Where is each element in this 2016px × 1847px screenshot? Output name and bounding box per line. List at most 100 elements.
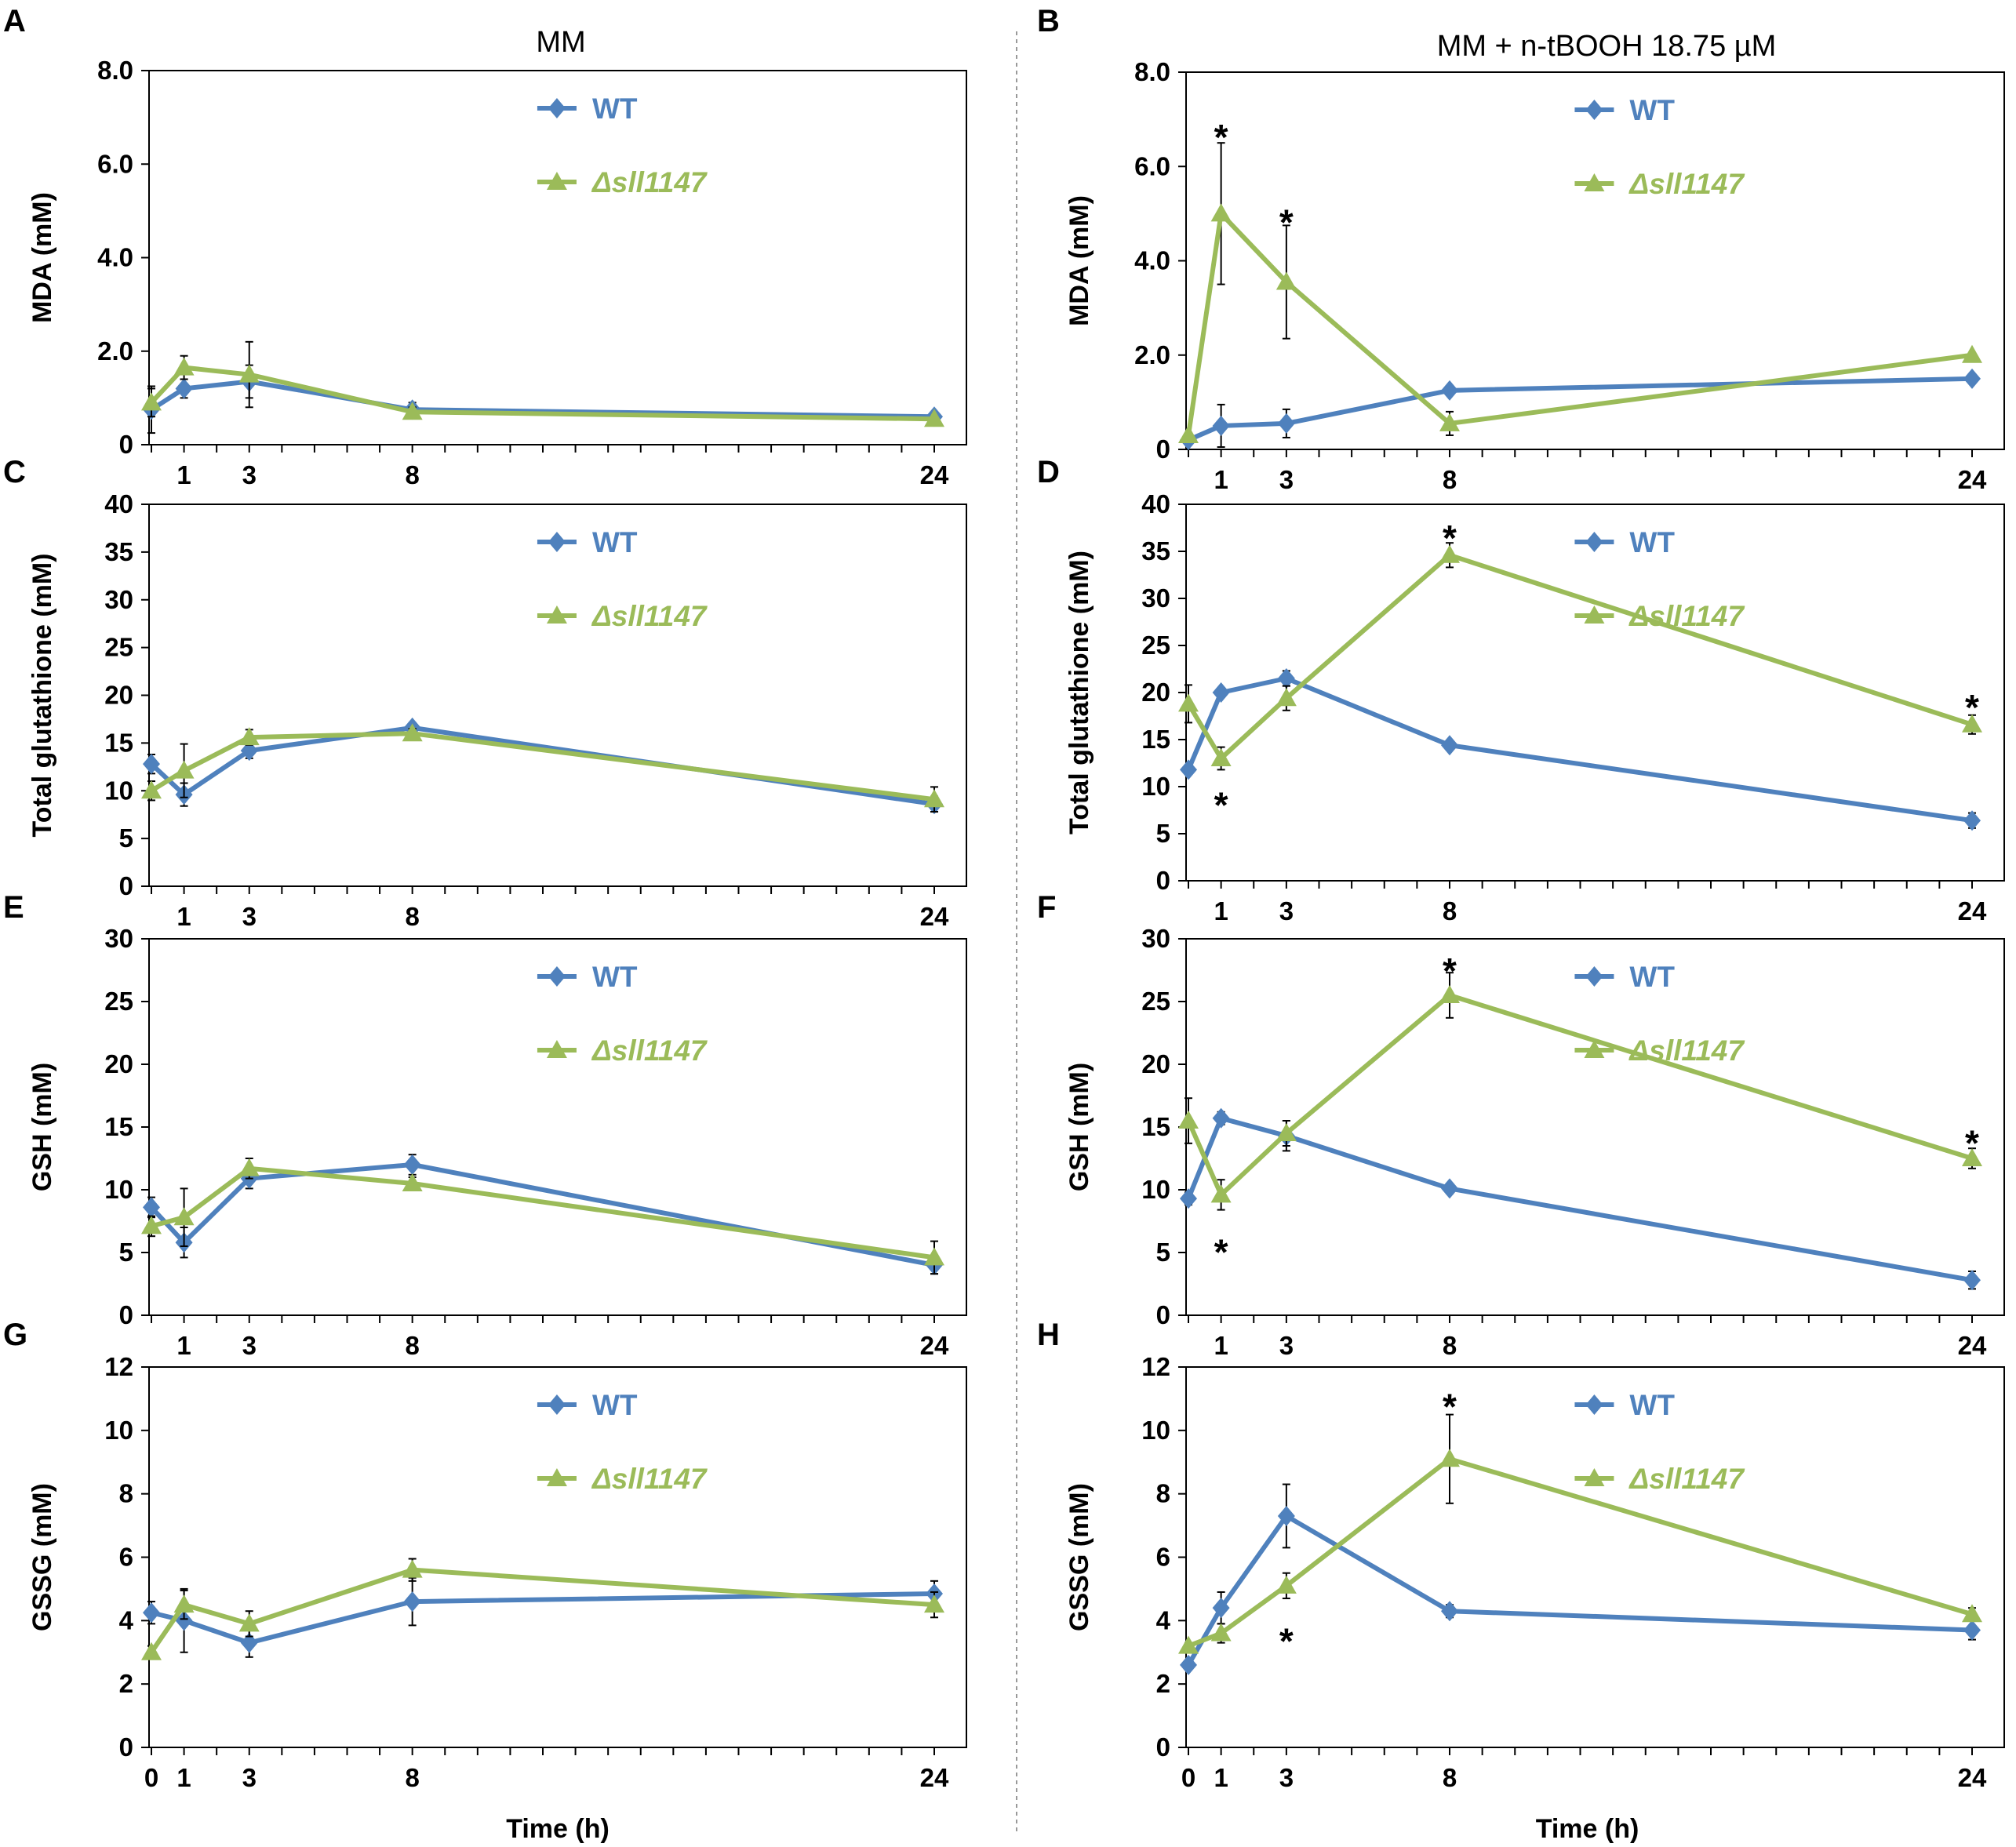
legend-marker [546, 1040, 567, 1058]
legend-label: Δsll1147 [591, 600, 708, 632]
y-tick-label: 25 [104, 987, 133, 1016]
significance-star: * [1214, 117, 1228, 158]
y-tick-label: 20 [104, 1049, 133, 1078]
legend-marker [546, 1468, 567, 1486]
data-point [1963, 810, 1981, 831]
legend-marker [1584, 605, 1605, 624]
legend-marker [1585, 1394, 1603, 1415]
legend-item-mutant: Δsll1147 [1574, 600, 1745, 632]
legend-item-mutant: Δsll1147 [1574, 168, 1745, 200]
x-tick-label: 1 [176, 902, 191, 931]
legend: WT Δsll1147 [1574, 961, 1745, 1067]
series-mutant [1178, 1413, 1982, 1654]
data-point [1441, 1178, 1458, 1199]
y-axis-title: GSSG (mM) [27, 1483, 57, 1631]
series-wt [1180, 1107, 1981, 1291]
y-tick-label: 15 [1141, 725, 1170, 754]
y-tick-label: 35 [1141, 536, 1170, 565]
y-tick-label: 5 [1156, 819, 1170, 848]
data-point [1441, 735, 1458, 756]
legend-marker [1585, 100, 1603, 120]
panel-letter-g: G [3, 1318, 27, 1352]
y-tick-label: 0 [1156, 866, 1170, 895]
x-tick-label: 8 [1443, 896, 1457, 925]
legend-item-wt: WT [537, 1389, 638, 1421]
series-line [149, 1162, 935, 1267]
y-tick-label: 0 [119, 871, 133, 900]
data-point [1275, 688, 1297, 707]
data-point [173, 357, 195, 376]
x-tick-label: 24 [1958, 465, 1987, 494]
series-mutant [1178, 972, 1982, 1211]
data-point [175, 378, 193, 399]
significance-star: * [1965, 1122, 1979, 1163]
y-tick-label: 0 [119, 1732, 133, 1762]
legend-marker [1584, 173, 1605, 191]
plot-frame [1185, 1366, 2005, 1748]
legend-item-wt: WT [537, 526, 638, 558]
x-tick-label: 0 [144, 1763, 158, 1792]
data-point [1178, 1635, 1199, 1654]
panel-b: B 0 2.0 4.0 6.0 8.0 1 3 8 24 MDA (mM) * * WT Δsll1147 [1037, 4, 2005, 494]
x-tick-label: 8 [405, 1763, 419, 1792]
data-point [1962, 1604, 1982, 1623]
legend-marker [1585, 966, 1603, 987]
x-tick-label: 8 [1443, 1331, 1457, 1360]
x-tick-label: 3 [242, 460, 257, 489]
y-tick-label: 4.0 [1134, 246, 1170, 275]
data-point [238, 364, 260, 383]
y-tick-label: 15 [1141, 1112, 1170, 1141]
panel-a: A 0 2.0 4.0 6.0 8.0 1 3 8 24 MDA (mM) WT Δsll1147 [3, 4, 967, 489]
y-tick-label: 5 [119, 1238, 133, 1267]
data-point [141, 1642, 162, 1660]
series-line [1186, 1115, 1973, 1283]
legend-label: WT [592, 93, 638, 125]
y-tick-label: 40 [104, 489, 133, 518]
legend-marker [1584, 1040, 1605, 1058]
panel-letter-c: C [3, 455, 26, 489]
panel-d: D 0 5 10 15 20 25 30 35 40 1 3 8 24 Total glutathione … [1037, 455, 2005, 925]
series-wt [143, 1154, 943, 1275]
data-point [1963, 1620, 1981, 1641]
legend: WT Δsll1147 [537, 961, 708, 1067]
plot-frame [148, 1366, 967, 1748]
legend-label: Δsll1147 [591, 166, 708, 198]
series-wt [143, 717, 943, 815]
plot-frame [148, 70, 967, 445]
y-tick-label: 5 [1156, 1238, 1170, 1267]
data-point [238, 727, 260, 746]
legend-label: WT [1629, 1389, 1675, 1421]
significance-star: * [1443, 951, 1457, 991]
x-tick-label: 0 [1181, 1763, 1195, 1792]
data-point [1441, 1601, 1458, 1622]
legend-item-mutant: Δsll1147 [537, 600, 708, 632]
significance-star: * [1443, 518, 1457, 558]
significance-star: * [1279, 1620, 1294, 1661]
legend-item-mutant: Δsll1147 [1574, 1463, 1745, 1495]
data-point [1212, 415, 1230, 436]
legend: WT Δsll1147 [1574, 526, 1745, 632]
series-line [150, 731, 935, 802]
data-point [1275, 1123, 1297, 1141]
data-point [1962, 344, 1982, 363]
legend-marker [548, 98, 566, 118]
x-tick-label: 3 [1279, 1331, 1294, 1360]
data-point [238, 1158, 260, 1176]
x-tick-label: 24 [920, 902, 949, 931]
data-point [238, 1613, 260, 1632]
data-point [141, 780, 162, 799]
column-title-right: MM + n-tBOOH 18.75 µM [1437, 30, 1777, 63]
y-tick-label: 10 [1141, 772, 1170, 801]
series-mutant [1178, 142, 1982, 443]
data-point [1277, 668, 1295, 689]
legend: WT Δsll1147 [537, 93, 708, 198]
legend-marker [546, 605, 567, 624]
data-point [403, 1591, 421, 1612]
x-tick-label: 1 [1214, 896, 1228, 925]
data-point [924, 789, 944, 808]
data-point [1439, 413, 1460, 431]
legend-item-wt: WT [537, 961, 638, 993]
panel-letter-e: E [3, 890, 24, 925]
